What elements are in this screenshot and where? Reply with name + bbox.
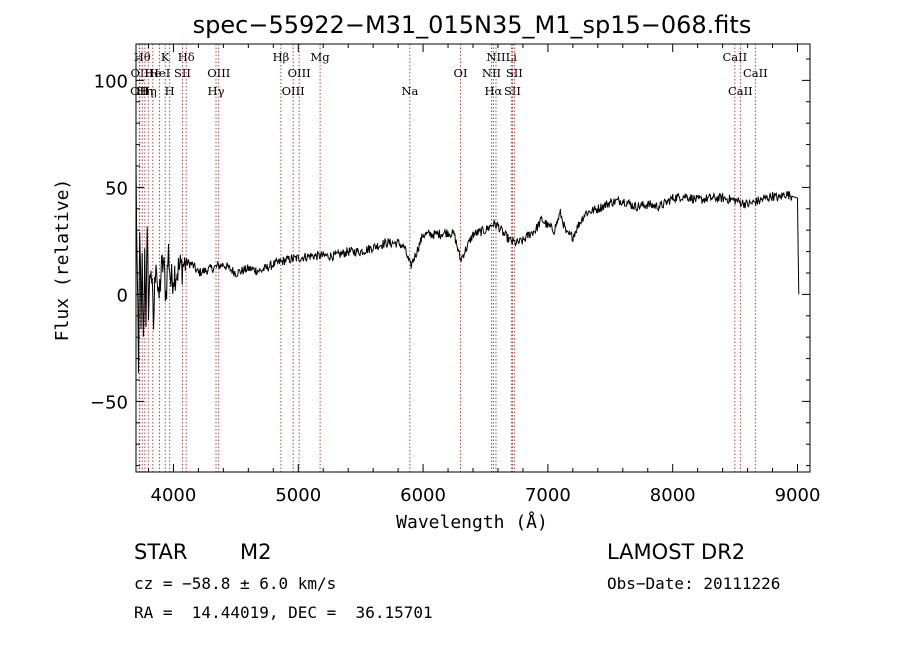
line-marker-label-5: He (144, 66, 161, 80)
line-marker-label-9: SII (174, 66, 191, 80)
line-marker-label-1: OII (130, 66, 149, 80)
line-marker-label-11: Hγ (208, 84, 225, 98)
x-tick-label-3: 7000 (525, 485, 571, 506)
y-tick-label-0: −50 (90, 392, 128, 413)
plot-frame (135, 43, 811, 473)
survey-name: LAMOST DR2 (607, 540, 746, 564)
x-tick-label-5: 9000 (775, 485, 821, 506)
x-tick-label-0: 4000 (151, 485, 197, 506)
x-axis-label: Wavelength (Å) (396, 511, 548, 533)
line-marker-label-25: CaII (722, 50, 747, 64)
line-marker-label-12: OIII (207, 66, 230, 80)
coordinates-text: RA = 14.44019, DEC = 36.15701 (134, 603, 433, 622)
ticks-group: 4000 5000 6000 7000 8000 9000 −50 0 50 100 (90, 44, 820, 506)
object-subclass: M2 (240, 540, 272, 564)
line-marker-label-21: NII (486, 50, 505, 64)
line-marker-label-8: H (165, 84, 175, 98)
obs-date-text: Obs−Date: 20111226 (607, 574, 781, 593)
x-tick-label-4: 8000 (650, 485, 696, 506)
y-tick-label-3: 100 (94, 71, 128, 92)
line-marker-label-2: Hθ (134, 50, 151, 64)
line-marker-label-10: Hδ (178, 50, 195, 64)
object-class: STAR (134, 540, 188, 564)
line-marker-label-14: OIII (282, 84, 305, 98)
x-tick-label-1: 5000 (275, 485, 321, 506)
line-markers-group: OIIOIIHθHηHηHeHeIKHSIIHδHγOIIIHβOIIIOIII… (130, 44, 768, 472)
line-marker-label-22: Li (506, 50, 518, 64)
x-tick-label-2: 6000 (400, 485, 446, 506)
y-axis-label: Flux (relative) (52, 179, 73, 342)
line-marker-label-15: OIII (288, 66, 311, 80)
y-tick-label-1: 0 (117, 285, 128, 306)
line-marker-label-7: K (161, 50, 170, 64)
series-group (135, 159, 800, 374)
line-marker-label-18: OI (454, 66, 468, 80)
y-tick-label-2: 50 (105, 178, 128, 199)
line-marker-label-13: Hβ (273, 50, 290, 64)
spectrum-line (135, 159, 800, 374)
line-marker-label-23: SII (504, 84, 521, 98)
line-marker-label-6: HeI (149, 66, 170, 80)
chart-title: spec−55922−M31_015N35_M1_sp15−068.fits (193, 11, 752, 39)
line-marker-label-3: Hη (136, 84, 153, 98)
line-marker-label-24: SII (506, 66, 523, 80)
line-marker-label-19: NII (482, 66, 501, 80)
redshift-text: cz = −58.8 ± 6.0 km/s (134, 574, 337, 593)
line-marker-label-16: Mg (311, 50, 331, 64)
line-marker-label-4: Hη (140, 84, 157, 98)
line-marker-label-17: Na (401, 84, 418, 98)
line-marker-label-26: CaII (728, 84, 753, 98)
line-marker-label-27: CaII (743, 66, 768, 80)
line-marker-label-20: Hα (484, 84, 502, 98)
